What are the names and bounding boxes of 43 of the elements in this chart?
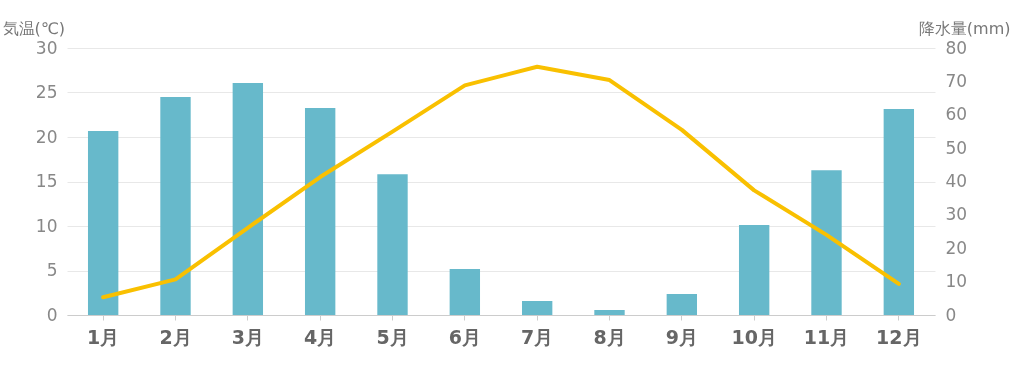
x-tick-label: 5月 bbox=[376, 325, 409, 348]
line-series bbox=[101, 64, 901, 300]
x-tick-label: 6月 bbox=[448, 325, 481, 348]
bar bbox=[666, 293, 698, 315]
y-axis-title: 気温(℃) bbox=[2, 18, 65, 38]
y-tick-label: 0 bbox=[46, 304, 58, 325]
y2-tick-label: 70 bbox=[945, 70, 968, 91]
bar bbox=[521, 300, 553, 315]
y-tick-label: 10 bbox=[35, 215, 58, 236]
y-tick-label: 30 bbox=[35, 37, 58, 58]
x-tick-label: 8月 bbox=[593, 325, 626, 348]
x-tick-label: 11月 bbox=[803, 325, 850, 348]
y2-tick-label: 10 bbox=[945, 271, 968, 292]
bar bbox=[232, 83, 264, 315]
bar bbox=[594, 309, 625, 315]
bar bbox=[883, 109, 915, 315]
y-tick-label: 15 bbox=[35, 171, 58, 191]
bar bbox=[377, 174, 408, 315]
y2-tick-label: 0 bbox=[945, 304, 957, 325]
y-tick-label: 25 bbox=[35, 82, 58, 102]
bar bbox=[87, 131, 119, 315]
bar bbox=[160, 97, 191, 315]
y2-axis-title: 降水量(mm) bbox=[918, 18, 1011, 38]
x-tick-label: 3月 bbox=[231, 325, 264, 348]
x-tick-label: 9月 bbox=[665, 325, 698, 348]
x-tick-label: 12月 bbox=[876, 325, 922, 348]
y2-tick-label: 80 bbox=[945, 37, 968, 58]
x-tick-label: 10月 bbox=[731, 325, 777, 348]
bar bbox=[304, 108, 336, 315]
x-tick-label: 4月 bbox=[304, 325, 337, 348]
bar bbox=[738, 224, 770, 315]
y2-tick-label: 40 bbox=[945, 171, 968, 191]
x-tick-label: 1月 bbox=[87, 325, 120, 348]
y-tick-label: 5 bbox=[46, 260, 58, 280]
y-tick-label: 20 bbox=[35, 126, 58, 147]
bar bbox=[811, 170, 842, 315]
x-tick-label: 7月 bbox=[521, 325, 554, 348]
y2-tick-label: 50 bbox=[945, 137, 968, 158]
y2-tick-label: 30 bbox=[945, 204, 968, 225]
bar bbox=[449, 268, 481, 315]
x-tick-label: 2月 bbox=[159, 325, 192, 348]
y2-tick-label: 20 bbox=[945, 237, 968, 258]
y2-tick-label: 60 bbox=[945, 104, 968, 125]
